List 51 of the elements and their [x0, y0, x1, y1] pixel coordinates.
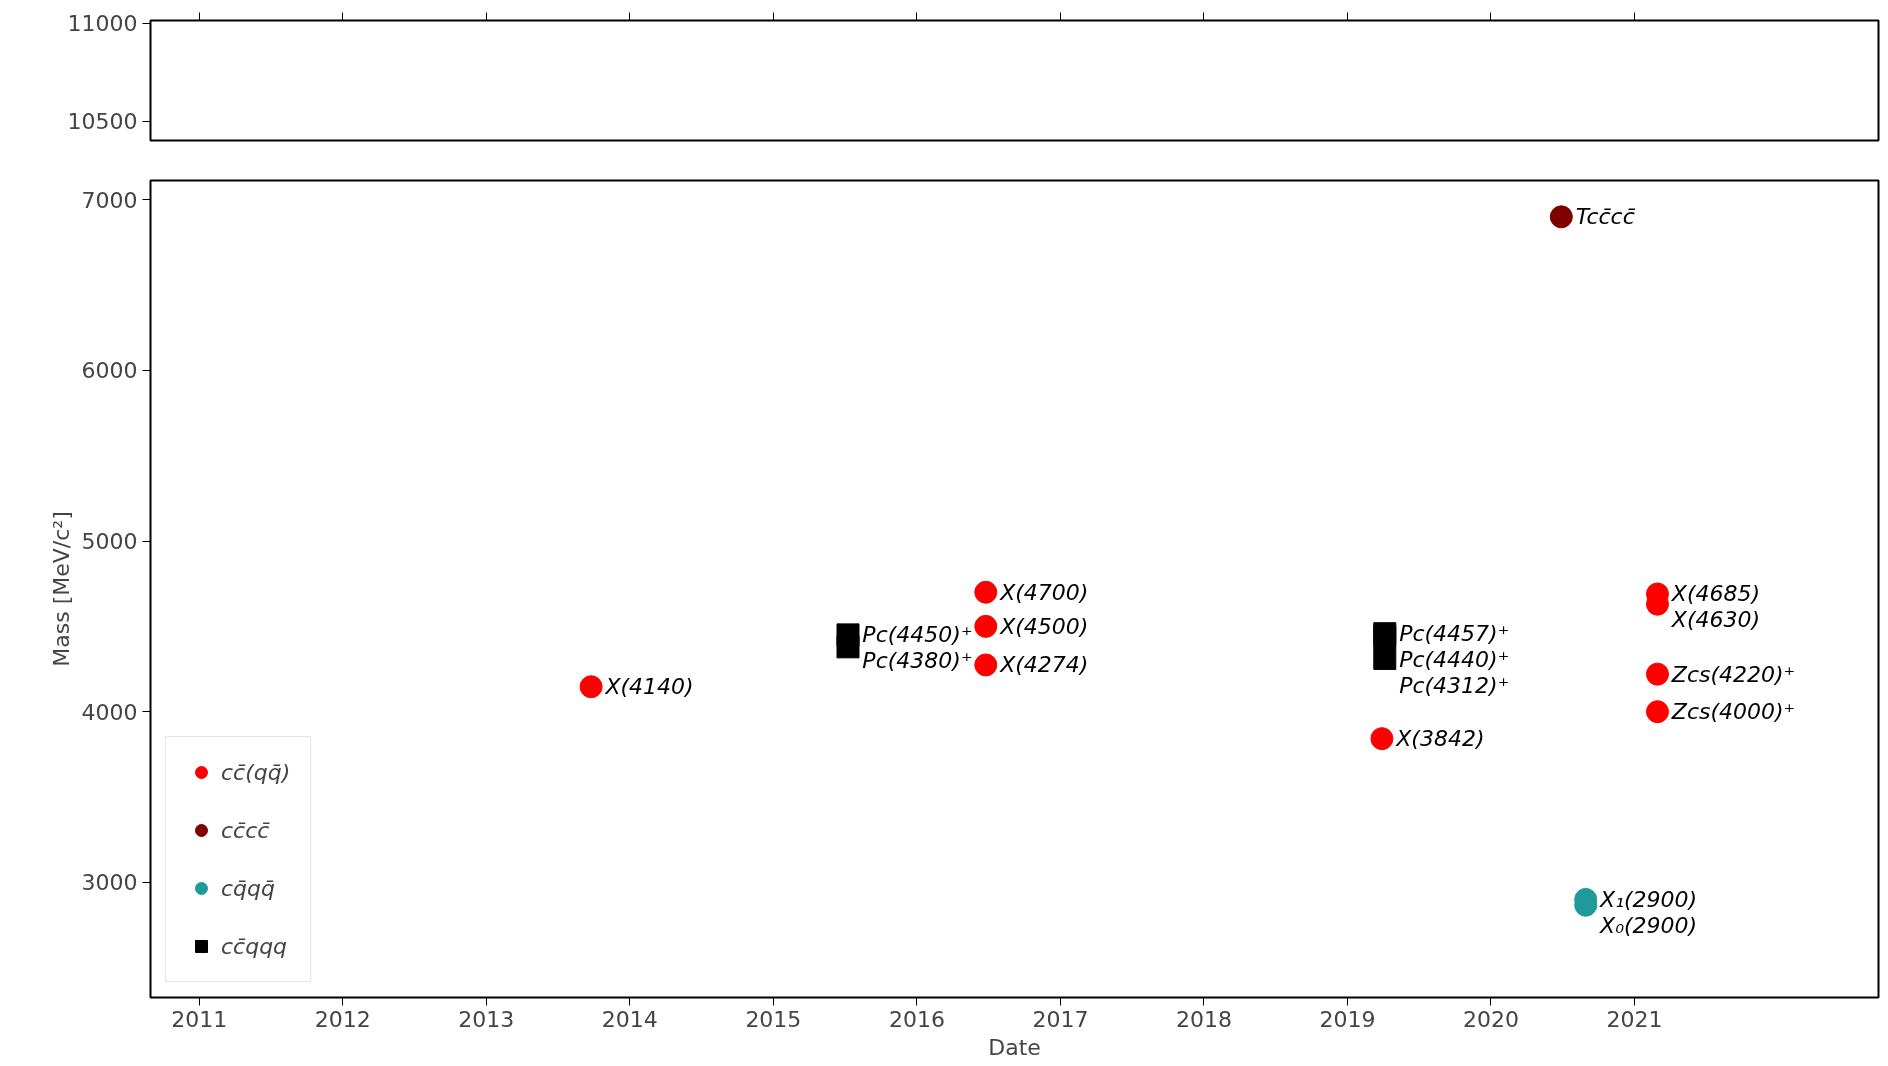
x-axis-title: Date — [988, 1034, 1041, 1060]
point — [1373, 646, 1397, 670]
legend-label: cc̄cc̄ — [221, 817, 270, 843]
y-tick-label: 3000 — [81, 870, 138, 896]
legend-label: cc̄(qq̄) — [221, 759, 291, 785]
x-tick-label: 2013 — [458, 1006, 515, 1032]
annotation: X(4630) — [1670, 607, 1761, 633]
point — [1645, 662, 1669, 686]
point — [974, 653, 998, 677]
x-tick-label: 2018 — [1175, 1006, 1232, 1032]
annotation: X₁(2900) — [1599, 886, 1698, 912]
annotation: Pc(4450)⁺ — [862, 622, 973, 648]
annotation: X₀(2900) — [1599, 912, 1698, 938]
annotation: X(3842) — [1395, 726, 1485, 752]
x-tick-label: 2016 — [888, 1006, 945, 1032]
y-axis-title: Mass [MeV/c²] — [48, 511, 74, 667]
legend-label: cc̄qqq — [221, 933, 288, 959]
point — [579, 675, 603, 699]
x-tick-label: 2015 — [745, 1006, 802, 1032]
y-tick-label: 10500 — [67, 109, 138, 135]
point — [1549, 205, 1573, 229]
legend-label: cq̄qq̄ — [221, 875, 275, 901]
annotation: X(4274) — [999, 652, 1089, 678]
annotation: Pc(4312)⁺ — [1399, 672, 1510, 698]
annotation: X(4700) — [999, 579, 1089, 605]
annotation: Zcs(4220)⁺ — [1670, 661, 1796, 687]
x-tick-label: 2014 — [601, 1006, 658, 1032]
point — [1645, 700, 1669, 724]
x-tick-label: 2021 — [1606, 1006, 1663, 1032]
annotation: Pc(4380)⁺ — [862, 648, 973, 674]
x-tick-label: 2012 — [314, 1006, 371, 1032]
x-tick-label: 2017 — [1032, 1006, 1089, 1032]
annotation: Zcs(4000)⁺ — [1670, 699, 1796, 725]
annotation: X(4140) — [604, 674, 694, 700]
y-tick-label: 4000 — [81, 699, 138, 725]
y-tick-label: 11000 — [67, 11, 138, 37]
point — [974, 580, 998, 604]
point — [1370, 727, 1394, 751]
x-tick-label: 2011 — [171, 1006, 228, 1032]
point — [974, 614, 998, 638]
y-tick-label: 5000 — [81, 529, 138, 555]
y-tick-label: 6000 — [81, 358, 138, 384]
annotation: X(4500) — [999, 613, 1089, 639]
y-tick-label: 7000 — [81, 187, 138, 213]
x-tick-label: 2020 — [1463, 1006, 1519, 1032]
annotation: Pc(4440)⁺ — [1399, 647, 1510, 673]
annotation: Pc(4457)⁺ — [1399, 621, 1510, 647]
x-tick-label: 2019 — [1319, 1006, 1376, 1032]
annotation: X(4685) — [1670, 581, 1761, 607]
point — [836, 623, 860, 647]
annotation: Tcc̄cc̄ — [1575, 204, 1636, 230]
